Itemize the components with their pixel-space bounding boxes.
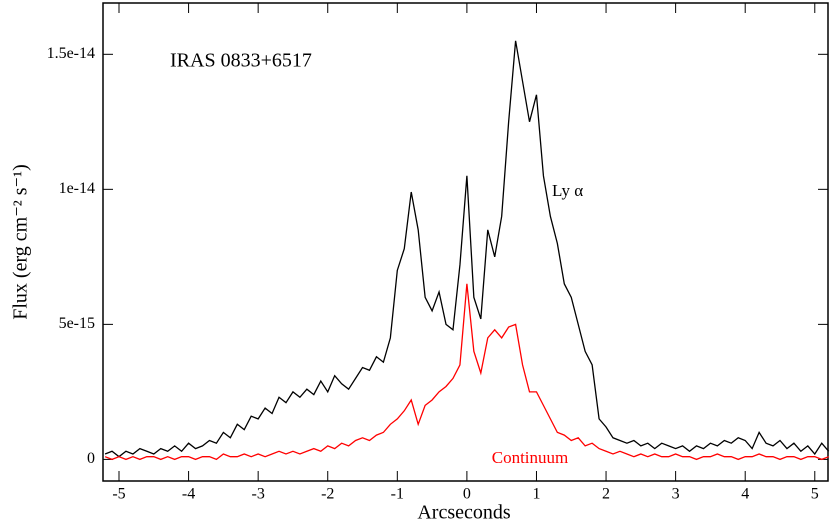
- x-tick-label: 2: [602, 486, 610, 503]
- x-tick-label: -1: [391, 486, 404, 503]
- y-tick-label: 5e-15: [59, 315, 95, 332]
- series-label: Ly α: [552, 181, 583, 200]
- series-label: Continuum: [492, 448, 569, 467]
- x-tick-label: 1: [532, 486, 540, 503]
- x-tick-label: 3: [672, 486, 680, 503]
- x-tick-label: -2: [321, 486, 334, 503]
- line-series: [104, 40, 830, 458]
- x-tick-label: -5: [112, 486, 125, 503]
- plot-frame: [102, 2, 829, 482]
- y-tick-label: 1.5e-14: [47, 45, 95, 62]
- annotation: IRAS 0833+6517: [170, 50, 312, 72]
- x-axis-label: Arcseconds: [417, 502, 511, 524]
- y-tick-label: 1e-14: [59, 180, 95, 197]
- x-tick-label: -3: [251, 486, 264, 503]
- y-axis-label: Flux (erg cm⁻² s⁻¹): [10, 164, 32, 320]
- x-tick-label: 5: [811, 486, 819, 503]
- x-tick-label: 4: [741, 486, 749, 503]
- y-tick-label: 0: [87, 450, 95, 467]
- line-series: [104, 283, 829, 461]
- x-tick-label: 0: [463, 486, 471, 503]
- x-tick-label: -4: [182, 486, 195, 503]
